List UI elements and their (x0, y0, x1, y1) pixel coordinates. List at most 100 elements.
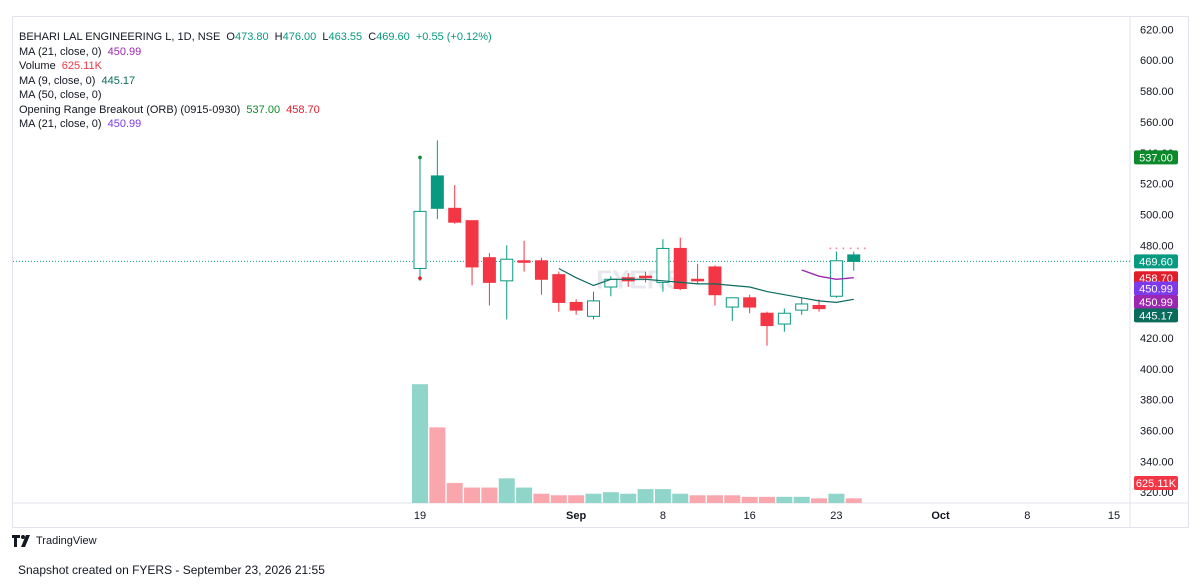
signal-dot (835, 247, 838, 250)
price-tick-label: 480.00 (1140, 240, 1174, 252)
ma21b-label: MA (21, close, 0) (19, 118, 102, 130)
volume-bar (828, 493, 845, 503)
ma9-label: MA (9, close, 0) (19, 74, 96, 87)
volume-bar (585, 493, 602, 503)
volume-bar (672, 493, 689, 503)
candle-body (777, 312, 791, 325)
volume-bar (724, 495, 741, 503)
volume-label: Volume (19, 60, 56, 72)
ohlc-low: 463.55 (328, 31, 363, 43)
candle-body (517, 260, 531, 263)
chart-frame (12, 16, 1189, 528)
price-tag-label: 445.17 (1139, 310, 1173, 322)
time-tick-label: Oct (931, 510, 950, 522)
candle-body (708, 266, 722, 296)
ma21-label: MA (21, close, 0) (19, 45, 102, 58)
orb-high-marker (418, 155, 422, 160)
legend-ma21-second[interactable]: MA (21, close, 0) 450.99 (19, 117, 495, 132)
orb-high-value: 537.00 (246, 103, 281, 116)
legend-ma21[interactable]: MA (21, close, 0) 450.99 (19, 45, 495, 60)
tradingview-logo-text: TradingView (36, 535, 97, 547)
candle-body (569, 301, 583, 311)
price-tag-label: 450.99 (1139, 297, 1173, 309)
volume-bar (412, 384, 428, 503)
legend-ma9[interactable]: MA (9, close, 0) 445.17 (19, 74, 495, 89)
time-tick-label: 19 (414, 510, 426, 522)
time-tick-label: Sep (566, 510, 586, 522)
price-tag (1134, 254, 1178, 269)
legend-volume[interactable]: Volume 625.11K (19, 59, 495, 74)
price-tag-label: 450.99 (1139, 284, 1173, 296)
ma21b-value: 450.99 (107, 118, 142, 130)
signal-dot (856, 247, 859, 250)
orb-label: Opening Range Breakout (ORB) (0915-0930) (19, 103, 241, 116)
signal-dot (842, 247, 845, 250)
price-tick-label: 400.00 (1140, 364, 1174, 376)
tradingview-logo-icon (12, 535, 30, 547)
ohlc-high-label: H (274, 31, 283, 43)
candle-body (552, 274, 566, 303)
price-tick-label: 360.00 (1140, 425, 1174, 437)
ma9-line (558, 267, 854, 304)
candle-body (725, 297, 739, 308)
price-tick-label: 500.00 (1140, 209, 1174, 221)
price-tag-label: 469.60 (1139, 256, 1173, 268)
volume-bar (637, 489, 654, 503)
time-tick-label: 16 (744, 510, 756, 522)
candle-body (413, 210, 427, 269)
volume-bar (845, 498, 862, 503)
volume-bar (741, 496, 758, 503)
volume-bar (498, 478, 515, 503)
candle-body (812, 305, 826, 310)
candle-body (587, 300, 600, 317)
ohlc-high: 476.00 (282, 31, 317, 43)
signal-dot (849, 247, 852, 250)
time-tick-label: 8 (660, 510, 666, 522)
volume-bar (811, 498, 828, 503)
ma50-label: MA (50, close, 0) (19, 89, 102, 101)
ma9-value: 445.17 (101, 74, 136, 87)
volume-bar (602, 492, 619, 503)
price-tag-label: 625.11K (1136, 478, 1177, 490)
volume-bar (793, 496, 810, 503)
price-tick-label: 580.00 (1140, 86, 1174, 98)
price-tick-label: 620.00 (1140, 24, 1174, 36)
volume-bar (550, 495, 567, 503)
candle-body (482, 257, 496, 283)
volume-bar (706, 495, 723, 503)
volume-bar (429, 427, 446, 503)
ma21-line (801, 269, 854, 281)
volume-bar (516, 487, 533, 503)
price-tag (1134, 281, 1178, 296)
candle-body (760, 312, 774, 327)
ohlc-change: +0.55 (+0.12%) (415, 31, 492, 43)
price-tag (1134, 308, 1178, 323)
snapshot-caption: Snapshot created on FYERS - September 23… (18, 563, 325, 577)
candle-body (656, 247, 670, 283)
symbol-name: BEHARI LAL ENGINEERING L, 1D, NSE (19, 31, 221, 43)
time-tick-label: 15 (1108, 510, 1120, 522)
volume-bar (464, 487, 481, 503)
ohlc-close: 469.60 (376, 31, 410, 43)
volume-bar (654, 489, 671, 503)
chart-legend: BEHARI LAL ENGINEERING L, 1D, NSE O473.8… (19, 30, 495, 132)
ohlc-open-label: O (226, 31, 235, 43)
price-tag-label: 537.00 (1139, 152, 1173, 164)
price-tag (1134, 150, 1178, 165)
candle-body (673, 247, 687, 290)
legend-symbol-line: BEHARI LAL ENGINEERING L, 1D, NSE O473.8… (19, 30, 495, 45)
orb-low-marker (418, 276, 422, 281)
volume-bar (568, 495, 585, 503)
legend-orb[interactable]: Opening Range Breakout (ORB) (0915-0930)… (19, 103, 495, 118)
candle-body (639, 275, 653, 279)
price-tick-label: 560.00 (1140, 117, 1174, 129)
volume-bar (481, 487, 498, 503)
volume-value: 625.11K (61, 60, 102, 72)
legend-ma50[interactable]: MA (50, close, 0) (19, 88, 495, 103)
candle-body (465, 220, 479, 268)
tradingview-logo[interactable]: TradingView (12, 535, 97, 547)
volume-bar (533, 493, 550, 503)
price-tick-label: 520.00 (1140, 179, 1174, 191)
candle-body (795, 303, 809, 311)
